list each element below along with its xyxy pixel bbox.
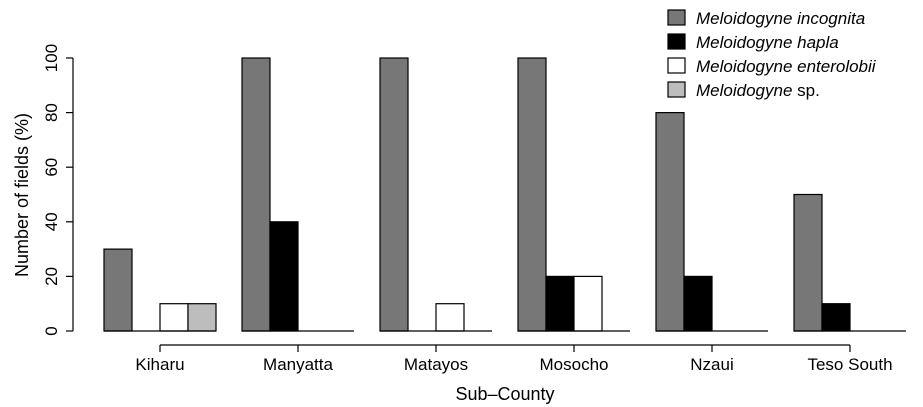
bar-manyatta-incognita — [241, 57, 271, 332]
legend-label: Meloidogyne hapla — [696, 33, 839, 52]
y-tick-label: 80 — [42, 103, 61, 122]
x-tick-label: Kiharu — [135, 355, 184, 374]
bar-mosocho-hapla — [545, 275, 575, 332]
y-axis: 0 20 40 60 80 100 — [42, 44, 74, 336]
bar-teso-south-incognita — [793, 193, 823, 332]
y-tick-label: 0 — [42, 326, 61, 335]
bar-manyatta-hapla — [269, 221, 299, 332]
bar-nzaui-hapla — [683, 275, 713, 332]
y-tick-label: 100 — [42, 44, 61, 72]
legend-label: Meloidogyne sp. — [696, 81, 820, 100]
x-tick-label: Nzaui — [690, 355, 733, 374]
bar-mosocho-enterolobii — [573, 275, 603, 332]
x-tick-label: Teso South — [807, 355, 892, 374]
legend-swatch — [667, 9, 686, 26]
y-axis-title: Number of fields (%) — [12, 113, 32, 277]
x-tick-label: Matayos — [404, 355, 468, 374]
bar-kiharu-sp — [187, 303, 217, 332]
y-tick-label: 20 — [42, 267, 61, 286]
legend-label: Meloidogyne enterolobii — [696, 57, 877, 76]
legend-genus: Meloidogyne — [696, 81, 792, 100]
legend-genus: Meloidogyne enterolobii — [696, 57, 877, 76]
x-tick-label: Manyatta — [263, 355, 333, 374]
legend-genus: Meloidogyne hapla — [696, 33, 839, 52]
legend-swatch — [667, 81, 686, 98]
bar-kiharu-incognita — [103, 248, 133, 332]
bar-kiharu-enterolobii — [159, 303, 189, 332]
legend: Meloidogyne incognita Meloidogyne hapla Me… — [667, 9, 877, 100]
y-tick-label: 60 — [42, 158, 61, 177]
legend-species: sp. — [792, 81, 819, 100]
bar-matayos-enterolobii — [435, 303, 465, 332]
legend-label: Meloidogyne incognita — [696, 9, 865, 28]
y-tick-label: 40 — [42, 212, 61, 231]
bars-layer — [103, 57, 851, 332]
bar-mosocho-incognita — [517, 57, 547, 332]
x-tick-label: Mosocho — [540, 355, 609, 374]
bar-teso-south-hapla — [821, 303, 851, 332]
legend-swatch — [667, 33, 686, 50]
legend-genus: Meloidogyne incognita — [696, 9, 865, 28]
legend-swatch — [667, 57, 686, 74]
bar-nzaui-incognita — [655, 111, 685, 332]
bar-matayos-incognita — [379, 57, 409, 332]
x-axis: Kiharu Manyatta Matayos Mosocho Nzaui Teso So… — [135, 344, 893, 374]
x-axis-title: Sub–County — [455, 384, 554, 404]
